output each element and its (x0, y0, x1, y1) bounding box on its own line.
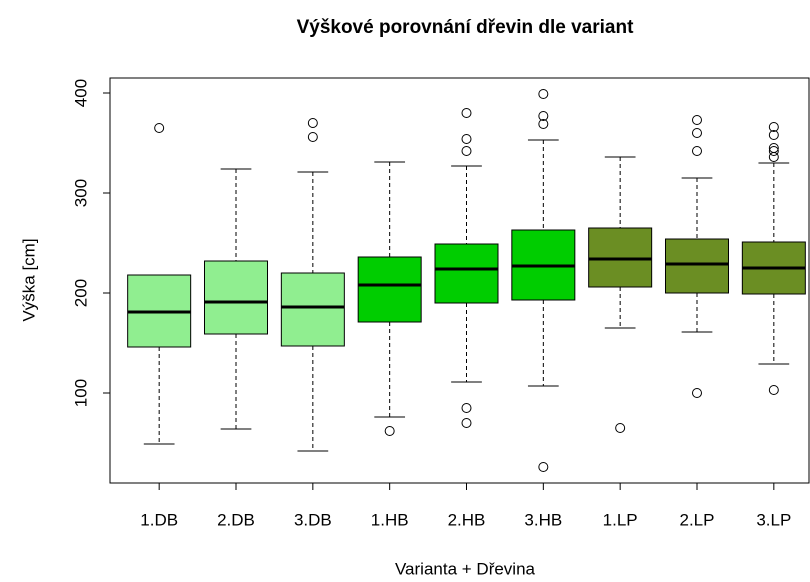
x-tick-label: 1.DB (140, 510, 178, 529)
outlier (461, 418, 472, 428)
outlier (154, 123, 165, 133)
outlier (307, 118, 318, 128)
outlier (691, 128, 702, 138)
x-tick-label: 2.LP (680, 510, 715, 529)
y-tick-label: 200 (71, 279, 90, 307)
outlier (461, 403, 472, 413)
box (280, 272, 345, 347)
x-tick-label: 1.LP (603, 510, 638, 529)
outlier (768, 130, 779, 140)
x-tick-label: 3.DB (294, 510, 332, 529)
x-tick-label: 2.DB (217, 510, 255, 529)
box (664, 238, 729, 294)
chart-title: Výškové porovnání dřevin dle variant (297, 17, 635, 38)
y-tick-label: 300 (71, 179, 90, 207)
x-tick-label: 1.HB (371, 510, 409, 529)
y-tick-label: 400 (71, 79, 90, 107)
outlier (768, 146, 779, 156)
outlier (691, 388, 702, 398)
outlier (538, 119, 549, 129)
outlier (461, 108, 472, 118)
outlier (691, 115, 702, 125)
outlier (307, 132, 318, 142)
outlier (538, 111, 549, 121)
box (434, 243, 499, 304)
x-axis-label: Varianta + Dřevina (395, 559, 536, 578)
x-tick-label: 3.HB (524, 510, 562, 529)
outlier (538, 462, 549, 472)
box (357, 256, 422, 323)
outlier (461, 146, 472, 156)
x-tick-label: 3.LP (756, 510, 791, 529)
outlier (768, 385, 779, 395)
x-tick-label: 2.HB (448, 510, 486, 529)
outlier (691, 146, 702, 156)
outlier (538, 89, 549, 99)
y-axis-label: Výška [cm] (19, 238, 38, 321)
outlier (615, 423, 626, 433)
outlier (768, 152, 779, 162)
outlier (384, 426, 395, 436)
outlier (768, 122, 779, 132)
box (204, 260, 269, 335)
y-tick-label: 100 (71, 379, 90, 407)
outlier (461, 134, 472, 144)
